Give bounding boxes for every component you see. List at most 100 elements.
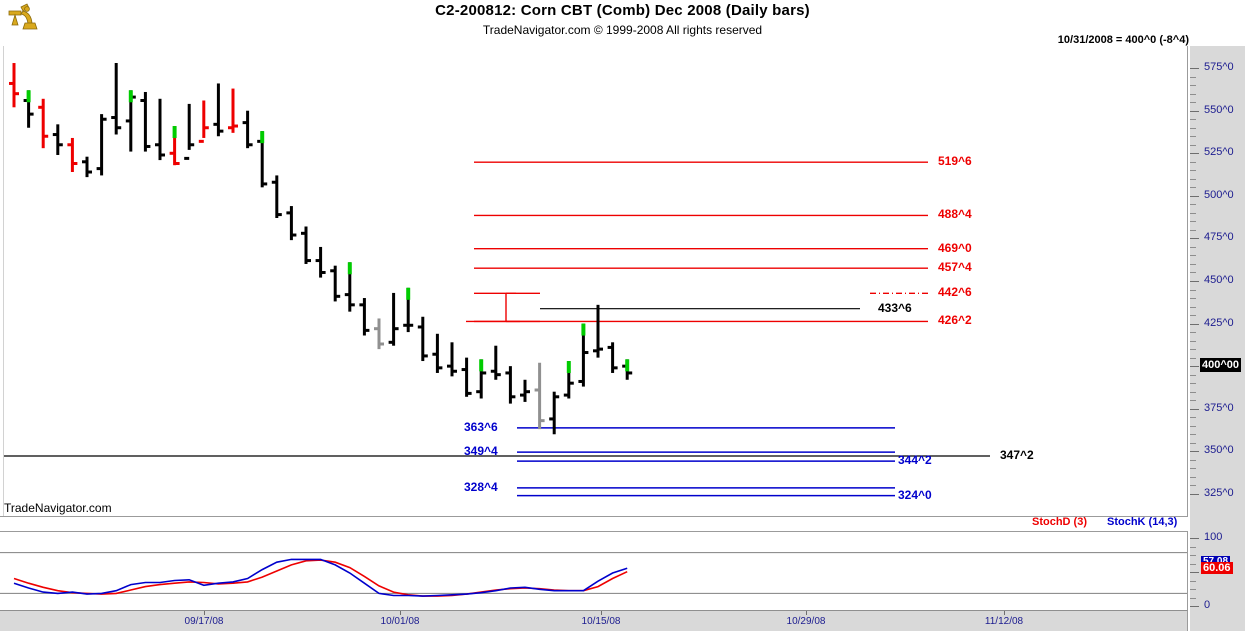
date-axis[interactable]: 09/17/08 10/01/08 10/15/08 10/29/08 11/12/08 bbox=[0, 610, 1188, 631]
price-axis-minor-tick bbox=[1190, 136, 1196, 138]
date-axis-tick bbox=[1004, 611, 1005, 615]
support-level-label: 344^2 bbox=[898, 453, 932, 468]
price-axis-label: 375^0 bbox=[1204, 401, 1234, 414]
ohlc-bar bbox=[622, 359, 633, 380]
ohlc-bar bbox=[301, 226, 311, 264]
resistance-level-label: 457^4 bbox=[938, 260, 972, 275]
price-axis-label: 425^0 bbox=[1204, 316, 1234, 329]
ohlc-bar bbox=[505, 366, 516, 404]
stoch-axis-minor-tick bbox=[1190, 589, 1196, 590]
ohlc-bar bbox=[125, 90, 136, 152]
ohlc-bar bbox=[330, 265, 341, 302]
price-pane-left-border bbox=[0, 46, 4, 516]
ohlc-bar bbox=[417, 316, 428, 362]
price-axis-minor-tick bbox=[1190, 93, 1196, 95]
price-axis-minor-tick bbox=[1190, 204, 1196, 206]
stoch-d-line bbox=[13, 559, 628, 597]
ohlc-bar bbox=[315, 246, 326, 278]
price-axis-minor-tick bbox=[1190, 476, 1196, 478]
price-axis-minor-tick bbox=[1190, 161, 1196, 163]
ohlc-bar bbox=[534, 362, 545, 430]
current-price-marker: 400^00 bbox=[1200, 358, 1242, 373]
price-axis-minor-tick bbox=[1190, 357, 1196, 359]
stoch-d-value-marker: 60.06 bbox=[1201, 562, 1233, 575]
price-axis-tick bbox=[1190, 408, 1199, 410]
price-axis-minor-tick bbox=[1190, 85, 1196, 87]
ohlc-bar bbox=[228, 88, 238, 133]
price-axis-minor-tick bbox=[1190, 187, 1196, 189]
date-axis-tick bbox=[204, 611, 205, 615]
price-axis-label: 350^0 bbox=[1204, 444, 1234, 457]
ohlc-bar bbox=[490, 345, 501, 380]
ohlc-bar bbox=[257, 131, 268, 188]
price-axis-minor-tick bbox=[1190, 332, 1196, 334]
ohlc-bar bbox=[403, 287, 414, 333]
ohlc-bar bbox=[578, 323, 589, 387]
price-axis-minor-tick bbox=[1190, 306, 1196, 308]
date-axis-label: 09/17/08 bbox=[184, 616, 224, 627]
price-axis-label: 450^0 bbox=[1204, 274, 1234, 286]
price-axis-minor-tick bbox=[1190, 425, 1196, 427]
stochastic-axis[interactable]: 10050057.0860.06 bbox=[1189, 516, 1245, 611]
ohlc-bar bbox=[607, 342, 618, 373]
ohlc-bar bbox=[563, 361, 574, 399]
stoch-axis-minor-tick bbox=[1190, 580, 1196, 582]
ohlc-bar bbox=[476, 359, 487, 399]
stoch-axis-tick bbox=[1190, 572, 1199, 574]
price-axis-tick bbox=[1190, 323, 1199, 325]
price-chart-pane[interactable] bbox=[0, 46, 1188, 516]
sextant-navigator-logo bbox=[8, 3, 38, 30]
ohlc-bar bbox=[593, 304, 603, 358]
price-axis-tick bbox=[1190, 366, 1199, 368]
price-axis-minor-tick bbox=[1190, 485, 1196, 487]
stoch-axis-minor-tick bbox=[1190, 563, 1196, 565]
ohlc-bar bbox=[374, 318, 384, 350]
price-axis-minor-tick bbox=[1190, 255, 1196, 257]
watermark-text: TradeNavigator.com bbox=[4, 501, 112, 515]
price-axis-tick bbox=[1190, 110, 1199, 112]
price-axis-minor-tick bbox=[1190, 229, 1196, 231]
date-axis-label: 11/12/08 bbox=[984, 616, 1024, 627]
date-axis-tick bbox=[806, 611, 807, 615]
stoch-axis-label: 100 bbox=[1204, 531, 1223, 544]
pane-divider bbox=[0, 516, 1188, 531]
price-axis-minor-tick bbox=[1190, 170, 1196, 172]
ohlc-bar bbox=[213, 83, 224, 137]
price-axis-tick bbox=[1190, 68, 1199, 70]
reference-level-label: 433^6 bbox=[878, 300, 912, 315]
price-axis-minor-tick bbox=[1190, 391, 1196, 393]
ohlc-bar bbox=[82, 156, 92, 178]
stochastic-pane[interactable] bbox=[0, 531, 1188, 610]
ohlc-bar bbox=[286, 206, 297, 241]
ohlc-bar bbox=[169, 126, 180, 166]
stoch-axis-minor-tick bbox=[1190, 597, 1196, 599]
price-axis-label: 525^0 bbox=[1204, 146, 1234, 159]
ohlc-bar bbox=[67, 137, 78, 173]
price-axis-minor-tick bbox=[1190, 246, 1196, 248]
price-axis-minor-tick bbox=[1190, 76, 1196, 78]
price-axis-tick bbox=[1190, 153, 1199, 155]
price-axis-label: 550^0 bbox=[1204, 103, 1234, 116]
price-axis[interactable]: 575^0 550^0 525^0 500^0 475^0 450^0 425^0 400^0… bbox=[1189, 46, 1245, 516]
price-axis-minor-tick bbox=[1190, 442, 1196, 444]
price-axis-minor-tick bbox=[1190, 340, 1196, 342]
price-axis-minor-tick bbox=[1190, 272, 1196, 274]
price-axis-tick bbox=[1190, 195, 1199, 197]
price-axis-tick bbox=[1190, 281, 1199, 282]
price-axis-minor-tick bbox=[1190, 144, 1196, 146]
price-axis-minor-tick bbox=[1190, 263, 1196, 265]
stoch-axis-tick bbox=[1190, 606, 1199, 607]
date-axis-label: 10/15/08 bbox=[581, 616, 621, 627]
resistance-level-label: 488^4 bbox=[938, 207, 972, 222]
ohlc-bar bbox=[198, 100, 209, 143]
price-axis-minor-tick bbox=[1190, 221, 1196, 223]
stochastic-plot bbox=[0, 552, 1187, 597]
price-axis-minor-tick bbox=[1190, 178, 1196, 180]
copyright-subtitle: TradeNavigator.com © 1999-2008 All right… bbox=[482, 23, 763, 37]
price-axis-minor-tick bbox=[1190, 434, 1196, 436]
support-level-label: 324^0 bbox=[898, 487, 932, 502]
price-axis-minor-tick bbox=[1190, 298, 1196, 300]
ohlc-bar bbox=[344, 262, 355, 312]
ohlc-bar bbox=[432, 333, 443, 373]
